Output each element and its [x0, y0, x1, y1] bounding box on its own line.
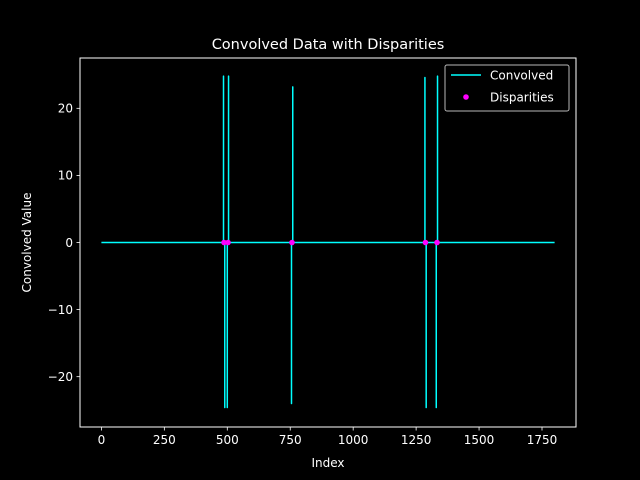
x-tick-label: 1750	[527, 433, 558, 447]
legend-marker-swatch	[463, 94, 469, 100]
plot-area	[101, 75, 555, 409]
disparity-point	[434, 239, 440, 246]
x-tick-label: 1500	[464, 433, 495, 447]
y-axis-label: Convolved Value	[20, 193, 34, 293]
y-tick-label: 20	[58, 102, 73, 116]
disparity-point	[225, 239, 231, 246]
x-tick-label: 250	[153, 433, 176, 447]
x-axis-label: Index	[311, 456, 344, 470]
x-tick-label: 0	[98, 433, 106, 447]
disparity-point	[221, 239, 227, 246]
chart-title: Convolved Data with Disparities	[212, 37, 445, 53]
disparity-point	[422, 239, 429, 246]
x-tick-label: 750	[279, 433, 302, 447]
disparity-point	[289, 239, 295, 246]
x-tick-label: 1000	[338, 433, 369, 447]
y-tick-label: 10	[58, 169, 73, 183]
x-axis: 0 250 500 750 1000 1250 1500 1750	[98, 427, 558, 447]
y-tick-label: −20	[48, 370, 73, 384]
x-tick-label: 1250	[401, 433, 432, 447]
legend-label-convolved: Convolved	[490, 69, 553, 83]
y-tick-label: −10	[48, 303, 73, 317]
y-tick-label: 0	[65, 236, 73, 250]
legend-label-disparities: Disparities	[490, 91, 554, 105]
x-tick-label: 500	[216, 433, 239, 447]
legend: Convolved Disparities	[444, 64, 570, 112]
y-axis: −20 −10 0 10 20	[48, 102, 80, 384]
legend-box	[444, 64, 570, 112]
